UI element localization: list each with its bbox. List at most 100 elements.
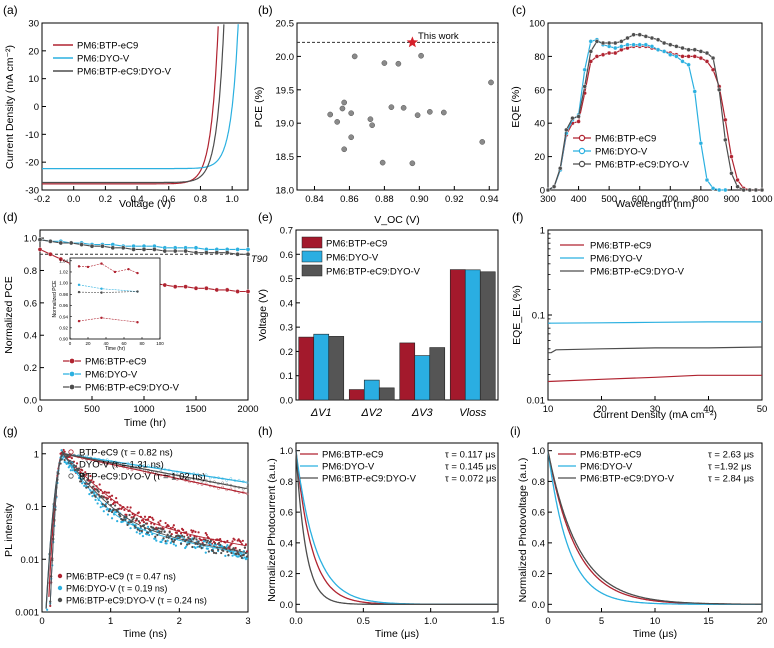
eqe-marker (753, 187, 759, 193)
pl-data-point (142, 520, 146, 524)
pl-data-point (187, 536, 190, 539)
pl-data-point (184, 479, 187, 482)
pl-data-point (106, 500, 110, 503)
y-tick-label: 0 (540, 186, 545, 197)
panel-8: 0 5 10 15 20 0.0 0.2 0.4 0.6 0.8 1.0 PM6:BTP-eC9 τ =… (532, 442, 767, 627)
pl-data-point (138, 532, 141, 535)
eqe-marker (692, 47, 697, 52)
pl-data-point (205, 533, 208, 536)
panel-label: (f) (512, 210, 523, 224)
pl-data-point (167, 525, 170, 528)
scatter-point (426, 108, 433, 115)
panel-7: 0.0 0.5 1.0 1.5 0.0 0.2 0.4 0.6 0.8 1.0 PM6:BTP-eC… (280, 442, 505, 627)
pl-data-point (172, 524, 175, 527)
pl-data-point (155, 465, 159, 469)
y-tick-label: 0.4 (280, 298, 293, 309)
x-tick-label: 0.92 (445, 194, 464, 205)
panel-4: 0.0 0.1 0.2 0.3 0.4 0.5 0.6 0.7 ΔV1 ΔV2 ΔV3 Vloss PM… (280, 226, 499, 419)
pl-data-point (237, 491, 241, 494)
x-tick-label: 40 (703, 404, 714, 415)
stability-marker (162, 282, 168, 288)
eqe-marker (619, 44, 624, 49)
pl-data-point (237, 538, 240, 541)
voltage-bar (328, 336, 345, 401)
eqe-curve (547, 34, 762, 191)
panel-label: (a) (3, 3, 18, 17)
eqe-marker (723, 137, 728, 143)
pl-data-point (63, 458, 66, 462)
pl-data-point (116, 520, 119, 523)
pl-data-point (228, 545, 231, 548)
pl-data-point (212, 551, 216, 554)
pl-data-point (91, 494, 94, 498)
legend-entry: PM6:DYO-V (580, 462, 633, 473)
pl-data-point (196, 482, 200, 485)
legend-entry: BTP-eC9 (τ = 0.82 ns) (79, 448, 173, 459)
x-axis-label: Voltage (V) (119, 198, 171, 210)
x-axis-label: Time (ns) (123, 628, 167, 640)
x-tick-label: 5 (599, 616, 604, 627)
inset-plot: 0 20 40 60 80 100 0.90 0.92 0.94 0.96 0.98 1.00 1.02… (52, 257, 164, 352)
scatter-point (348, 110, 355, 117)
legend-entry: PM6:BTP-eC9 (77, 41, 138, 52)
eqe-marker (594, 39, 600, 44)
stability-marker (204, 250, 209, 255)
x-tick-label: 2 (177, 616, 182, 627)
pl-data-point (102, 510, 105, 513)
scatter-point (409, 160, 416, 167)
pl-data-point (217, 482, 220, 486)
pl-data-point (217, 548, 220, 551)
x-tick-label: 0.94 (480, 194, 499, 205)
eqe-marker (619, 39, 624, 44)
y-tick-label: 0.6 (280, 508, 293, 519)
pl-data-point (130, 466, 134, 470)
eqe-marker (643, 34, 649, 39)
pl-data-point (141, 519, 145, 522)
eqe-marker (686, 47, 691, 52)
pl-data-point (97, 461, 101, 465)
pl-data-point (153, 527, 156, 531)
pl-data-point (105, 491, 108, 494)
y-tick-label: 0.1 (26, 502, 39, 513)
x-tick-label: 0 (37, 404, 42, 415)
pl-data-point (209, 539, 213, 543)
pl-data-point (134, 466, 138, 470)
inset-marker (86, 265, 90, 269)
legend-entry: PM6:DYO-V (322, 462, 375, 473)
stability-marker (183, 248, 188, 254)
pl-data-point (189, 534, 192, 538)
legend-marker (68, 461, 74, 467)
stability-marker (235, 247, 240, 252)
pl-data-point (211, 549, 215, 553)
tau-label: τ =1.92 μs (708, 462, 752, 473)
stability-marker (235, 289, 240, 294)
stability-marker (152, 247, 157, 252)
pl-data-point (128, 513, 131, 517)
pl-data-point (126, 461, 130, 465)
pl-data-point (233, 485, 237, 489)
pl-data-point (239, 554, 242, 558)
inset-frame (69, 257, 161, 340)
pl-data-point (71, 461, 74, 464)
pl-data-point (89, 481, 92, 484)
pl-data-point (196, 478, 200, 481)
pl-data-point (227, 554, 230, 557)
x-tick-label: 0.6 (162, 194, 175, 205)
pl-data-point (69, 469, 72, 472)
y-axis-label: Normalized Photovoltage (a.u.) (517, 458, 529, 603)
x-tick-label: 0.88 (375, 194, 394, 205)
panel-0: -0.2 0.0 0.2 0.4 0.6 0.8 1.0 -30 -20 -10 0 10 20 30 PM… (25, 19, 249, 205)
pl-data-point (233, 538, 236, 541)
stability-marker (245, 247, 251, 252)
pl-data-point (167, 468, 171, 472)
scatter-point (414, 112, 421, 119)
stability-marker (193, 245, 199, 251)
inset-curve (78, 263, 138, 274)
pl-data-point (138, 529, 141, 532)
pl-data-point (60, 458, 63, 461)
pl-data-point (222, 549, 225, 552)
x-tick-label: 0.5 (357, 616, 370, 627)
pl-data-point (122, 465, 126, 469)
legend-marker (69, 358, 75, 364)
pl-data-point (89, 474, 92, 478)
